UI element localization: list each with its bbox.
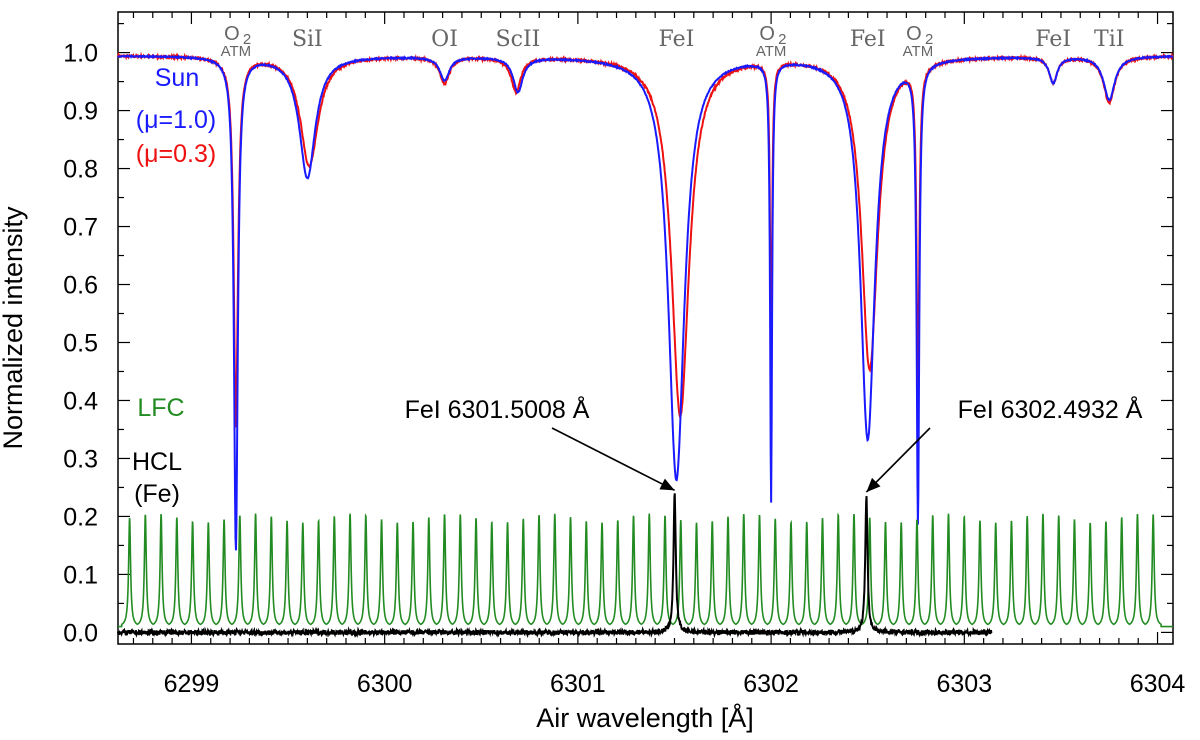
line-label: TiI xyxy=(1094,27,1124,52)
line-label-o2-sub: 2 xyxy=(243,31,251,48)
line-label-o2: O xyxy=(906,23,922,45)
legend-mu10: (μ=1.0) xyxy=(136,106,216,134)
legend-hcl-sub: (Fe) xyxy=(134,480,180,508)
y-tick-label: 0.2 xyxy=(63,503,98,531)
line-label-atm: ATM xyxy=(221,43,252,60)
legend-mu03: (μ=0.3) xyxy=(136,140,216,168)
annotation-arrow xyxy=(551,427,676,492)
line-label: OI xyxy=(431,27,458,52)
x-tick-label: 6303 xyxy=(937,670,993,698)
line-label-atm: ATM xyxy=(903,43,934,60)
legend-hcl: HCL xyxy=(132,448,182,476)
line-label: FeI xyxy=(1035,27,1071,52)
y-tick-label: 0.6 xyxy=(63,272,98,300)
line-label-atm: ATM xyxy=(756,43,787,60)
y-tick-label: 0.4 xyxy=(63,387,98,415)
line-label: SiI xyxy=(292,27,323,52)
x-axis-title: Air wavelength [Å] xyxy=(536,702,754,733)
line-label-o2: O xyxy=(224,23,240,45)
y-tick-label: 0.8 xyxy=(63,156,98,184)
legend-sun: Sun xyxy=(155,64,199,92)
line-label: ScII xyxy=(496,27,541,52)
x-tick-label: 6301 xyxy=(550,670,606,698)
line-label: FeI xyxy=(850,27,886,52)
y-tick-label: 0.5 xyxy=(63,329,98,357)
line-label-o2-sub: 2 xyxy=(925,31,933,48)
x-tick-label: 6299 xyxy=(164,670,220,698)
series-lfc xyxy=(118,512,1173,628)
series-hcl xyxy=(117,493,993,639)
y-tick-label: 0.9 xyxy=(63,98,98,126)
x-tick-label: 6302 xyxy=(743,670,799,698)
series-sun-mu10 xyxy=(117,53,1174,551)
y-tick-label: 0.1 xyxy=(63,561,98,589)
annotation-arrow xyxy=(865,427,931,493)
annotation-arrowhead xyxy=(659,478,675,491)
series-sun-mu03 xyxy=(117,51,1174,428)
annotation-arrowhead xyxy=(866,477,881,493)
legend-lfc: LFC xyxy=(137,394,184,422)
plot-frame xyxy=(117,11,1174,645)
line-label-o2: O xyxy=(759,23,775,45)
line-label: FeI xyxy=(659,27,695,52)
y-tick-label: 1.0 xyxy=(63,40,98,68)
annotation-label: FeI 6301.5008 Å xyxy=(405,394,590,424)
tick-labels: 6299 6300 6301 6302 6303 6304 0.0 0.1 0.2 0.3 0.4 0… xyxy=(63,40,1185,698)
x-tick-label: 6300 xyxy=(357,670,413,698)
line-label-o2-sub: 2 xyxy=(778,31,786,48)
y-tick-label: 0.0 xyxy=(63,619,98,647)
x-tick-label: 6304 xyxy=(1130,670,1186,698)
annotation-label: FeI 6302.4932 Å xyxy=(958,394,1143,424)
y-tick-label: 0.7 xyxy=(63,214,98,242)
axis-ticks xyxy=(118,12,1173,644)
series-layer xyxy=(117,51,1174,639)
y-tick-label: 0.3 xyxy=(63,445,98,473)
y-axis-title: Normalized intensity xyxy=(0,206,28,450)
